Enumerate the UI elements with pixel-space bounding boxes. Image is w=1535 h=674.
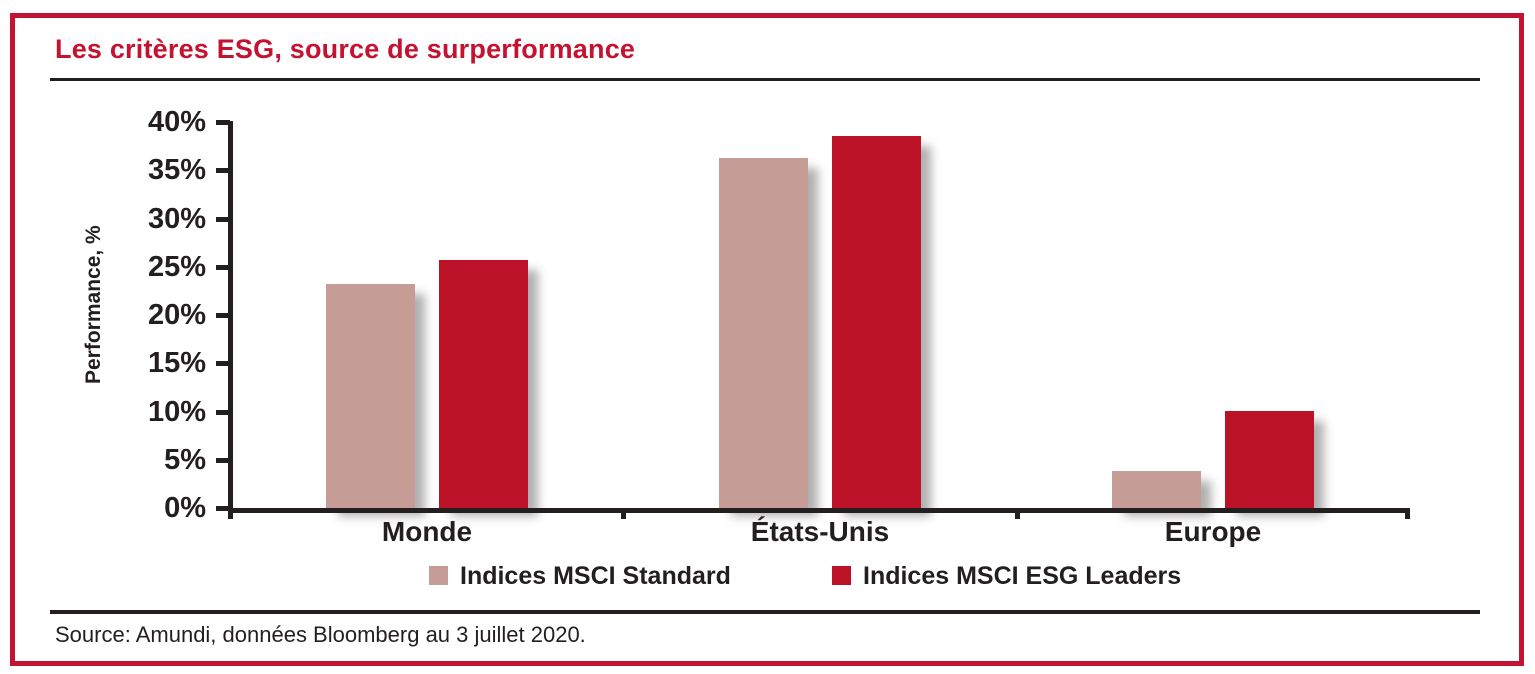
y-tick-mark: [216, 409, 230, 415]
legend-swatch-esg-leaders: [832, 566, 851, 585]
title-divider: [50, 78, 1480, 81]
y-tick-label: 30%: [147, 202, 206, 235]
y-tick-mark: [216, 361, 230, 367]
x-tick-mark: [621, 508, 626, 519]
bar-standard: [719, 158, 808, 508]
y-tick-mark: [216, 313, 230, 318]
legend-label: Indices MSCI ESG Leaders: [863, 562, 1182, 590]
source-note: Source: Amundi, données Bloomberg au 3 j…: [55, 622, 586, 647]
y-tick-mark: [216, 506, 230, 511]
x-tick-mark: [1405, 508, 1410, 519]
source-divider: [50, 610, 1480, 614]
legend-label: Indices MSCI Standard: [460, 562, 731, 590]
chart-title: Les critères ESG, source de surperforman…: [55, 34, 636, 64]
x-axis-line: [228, 508, 1410, 513]
y-tick-mark: [216, 216, 230, 222]
bar-esg-leaders: [1225, 411, 1314, 508]
y-tick-mark: [216, 264, 230, 270]
y-tick-mark: [216, 120, 230, 125]
bar-esg-leaders: [439, 260, 528, 508]
bar-standard: [326, 284, 415, 508]
x-axis-category-label: Monde: [381, 516, 473, 547]
bar-esg-leaders: [832, 136, 921, 508]
y-tick-label: 40%: [147, 106, 206, 138]
legend-swatch-standard: [429, 566, 448, 585]
y-axis-line: [228, 121, 233, 519]
y-tick-label: 25%: [147, 250, 206, 283]
y-tick-label: 10%: [147, 395, 206, 428]
y-tick-label: 15%: [147, 347, 206, 380]
y-tick-label: 20%: [147, 299, 206, 331]
bar-standard: [1112, 471, 1201, 508]
panel-border: [10, 13, 1524, 666]
y-tick-label: 0%: [164, 492, 206, 524]
x-axis-category-label: États-Unis: [750, 516, 890, 547]
y-tick-label: 35%: [147, 154, 206, 187]
x-axis-category-label: Europe: [1164, 516, 1262, 547]
y-tick-mark: [216, 457, 230, 463]
y-tick-mark: [216, 168, 230, 174]
y-tick-label: 5%: [164, 443, 206, 476]
x-tick-mark: [1015, 508, 1020, 519]
